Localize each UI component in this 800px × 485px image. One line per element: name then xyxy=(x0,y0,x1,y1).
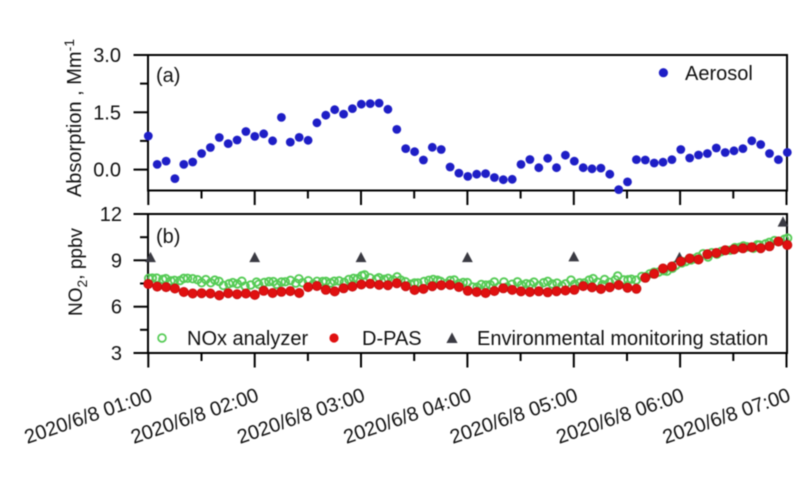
svg-text:6: 6 xyxy=(111,297,122,319)
svg-text:NO2, ppbv: NO2, ppbv xyxy=(66,227,90,316)
svg-text:3: 3 xyxy=(111,343,122,365)
svg-text:3.0: 3.0 xyxy=(93,45,121,67)
svg-text:(b): (b) xyxy=(156,226,180,248)
svg-text:9: 9 xyxy=(111,250,122,272)
svg-text:D-PAS: D-PAS xyxy=(362,328,422,350)
svg-text:(a): (a) xyxy=(156,65,180,87)
svg-text:1.5: 1.5 xyxy=(93,102,121,124)
svg-text:Aerosol: Aerosol xyxy=(685,63,753,85)
svg-text:NOx analyzer: NOx analyzer xyxy=(187,328,308,350)
svg-text:0.0: 0.0 xyxy=(93,160,121,182)
svg-text:Absorption , Mm-1: Absorption , Mm-1 xyxy=(61,39,86,197)
svg-text:12: 12 xyxy=(100,204,122,226)
svg-text:Environmental monitoring stati: Environmental monitoring station xyxy=(477,328,768,350)
